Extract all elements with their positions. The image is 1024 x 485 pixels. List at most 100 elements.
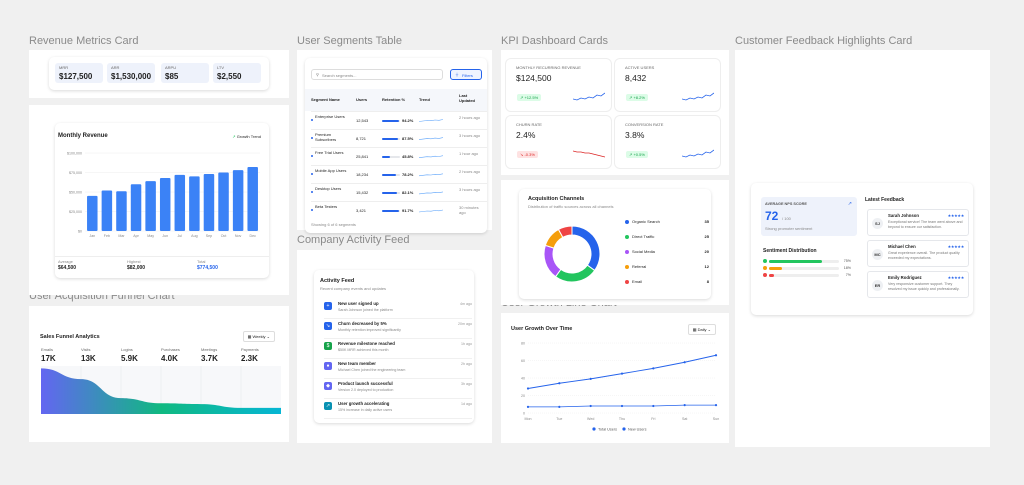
nps-suffix: / 100 (782, 216, 791, 221)
retention-fill (382, 192, 397, 194)
kpi-value: 8,432 (625, 73, 647, 83)
bar (189, 176, 200, 231)
feed-item[interactable]: + New user signed up Sarah Johnson joined … (324, 300, 472, 319)
donut-slice (554, 264, 596, 283)
header-users: Users (356, 97, 368, 102)
table-row[interactable]: Mobile App Users 18,234 78.2% 2 hours ago (311, 165, 487, 183)
chart-title: Monthly Revenue (58, 133, 108, 139)
trend-line (419, 191, 443, 195)
table-row[interactable]: Free Trial Users 25,841 45.8% 1 hour ago (311, 147, 487, 165)
x-tick-label: Fri (651, 417, 655, 421)
table-footer: Showing 6 of 6 segments (311, 222, 356, 227)
kpi-change-badge: ↘ -0.3% (517, 151, 538, 158)
header-segment: Segment Name (311, 97, 340, 102)
sentiment-percent: 75% (843, 259, 851, 263)
trend-line (419, 209, 443, 213)
segment-retention: 91.7% (402, 208, 414, 213)
bar (87, 195, 98, 231)
header-updated: Last Updated (459, 93, 475, 103)
data-point (714, 404, 718, 407)
nps-label: AVERAGE NPS SCORE (765, 202, 807, 206)
table-row[interactable]: Beta Testers 3,421 91.7% 30 minutes ago (311, 201, 487, 219)
segment-updated: 3 hours ago (459, 133, 481, 138)
acquisition-donut-chart (543, 225, 601, 283)
feed-item[interactable]: $ Revenue milestone reached $50K MRR achie… (324, 340, 472, 359)
stage-label: Purchases (161, 347, 180, 352)
star-rating-icon: ★★★★★ (947, 244, 965, 249)
feedback-text: Very responsive customer support. They r… (888, 282, 960, 291)
trend-line (419, 173, 443, 177)
funnel-stage: Payments 2.3K (241, 347, 259, 363)
feedback-item[interactable]: SJ Sarah Johnson ★★★★★ Exceptional service!… (867, 209, 969, 236)
channel-row: Social Media 20 (625, 249, 709, 259)
growth-panel: User Growth Over Time ▦ Daily ⌄ 0 20 40 60 8… (501, 313, 729, 443)
section-label-customer-feedback: Customer Feedback Highlights Card (735, 35, 913, 47)
sentiment-dot (763, 266, 767, 270)
x-tick-label: Sep (206, 234, 212, 238)
segment-retention: 45.8% (402, 154, 414, 159)
sparkline-line (573, 150, 605, 158)
bar (203, 174, 215, 231)
metric-value: $85 (165, 72, 179, 81)
channel-value: 8 (706, 279, 709, 284)
feedback-item[interactable]: ER Emily Rodriguez ★★★★★ Very responsive cu… (867, 271, 969, 298)
footer-highest-label: Highest (127, 259, 141, 264)
channel-value: 12 (704, 264, 709, 269)
reviewer-name: Sarah Johnson (888, 213, 920, 218)
kpi-change-badge: ↗ +8.2% (626, 94, 648, 101)
y-tick-label: $25,000 (69, 210, 82, 214)
filters-button[interactable]: ⏚ Filters (450, 69, 482, 80)
feed-description: Sarah Johnson joined the platform (338, 308, 393, 312)
arrow-up-icon: ↗ (629, 152, 634, 157)
funnel-dropdown[interactable]: ▦ Weekly ⌄ (242, 331, 275, 342)
table-row[interactable]: Premium Subscribers 8,721 87.5% 3 hours ago (311, 129, 487, 147)
latest-feedback-title: Latest Feedback (865, 197, 905, 203)
retention-fill (382, 174, 397, 176)
feed-item[interactable]: ● New team member Michael Chen joined the … (324, 360, 472, 379)
kpi-card: Churn Rate 2.4% ↘ -0.3% (506, 116, 611, 168)
segment-name: Enterprise Users (315, 114, 345, 119)
channel-value: 20 (704, 249, 709, 254)
reviewer-name: Emily Rodriguez (888, 275, 922, 280)
x-tick-label: Jun (162, 234, 168, 238)
trend-line (419, 119, 443, 122)
filters-label: Filters (462, 73, 473, 78)
table-row[interactable]: Enterprise Users 12,543 94.2% 2 hours ago (311, 111, 487, 129)
feedback-item[interactable]: MC Michael Chen ★★★★★ Great experience over… (867, 240, 969, 267)
channel-name: Referral (632, 264, 647, 269)
trend-sparkline (419, 209, 443, 213)
feed-item[interactable]: ↗ User growth accelerating 15% increase in… (324, 400, 472, 419)
trend-line (419, 155, 443, 158)
kpi-change: +12.5% (524, 95, 539, 100)
feed-item[interactable]: ↘ Churn decreased by 5% Monthly retention … (324, 320, 472, 339)
sentiment-title: Sentiment Distribution (763, 248, 817, 254)
metric-arpu: ARPU $85 (161, 63, 209, 83)
activity-icon: ↘ (324, 322, 332, 330)
legend-dot (622, 427, 626, 431)
stage-value: 4.0K (161, 354, 178, 363)
x-tick-label: May (147, 234, 154, 238)
dropdown-label: Weekly (252, 334, 266, 339)
sentiment-dot (763, 259, 767, 263)
growth-line-chart: 0 20 40 60 80 Mon Tue Wed Thu Fri Sat Sun Total User… (521, 342, 719, 432)
table-header: Segment Name Users Retention % Trend Las… (305, 89, 487, 111)
kpi-value: $124,500 (516, 73, 552, 83)
table-row[interactable]: Desktop Users 15,432 82.1% 3 hours ago (311, 183, 487, 201)
x-tick-label: Wed (587, 417, 594, 421)
kpi-label: Monthly Recurring Revenue (516, 65, 581, 70)
feed-description: Version 2.0 deployed to production (338, 388, 394, 392)
acquisition-subtitle: Distribution of traffic sources across a… (528, 204, 614, 209)
feed-item[interactable]: ◆ Product launch successful Version 2.0 de… (324, 380, 472, 399)
feed-time: 2h ago (461, 362, 472, 366)
stage-value: 5.9K (121, 354, 138, 363)
segment-users: 15,432 (356, 190, 369, 195)
metric-mrr: MRR $127,500 (55, 63, 103, 83)
bar (247, 167, 258, 231)
data-point (620, 372, 624, 375)
search-input[interactable]: ⚲ Search segments... (311, 69, 443, 80)
section-label-company-feed: Company Activity Feed (297, 234, 410, 246)
segment-name: Free Trial Users (315, 150, 344, 155)
bar (218, 172, 229, 231)
kpi-sparkline (682, 92, 714, 101)
growth-dropdown[interactable]: ▦ Daily ⌄ (687, 324, 716, 335)
